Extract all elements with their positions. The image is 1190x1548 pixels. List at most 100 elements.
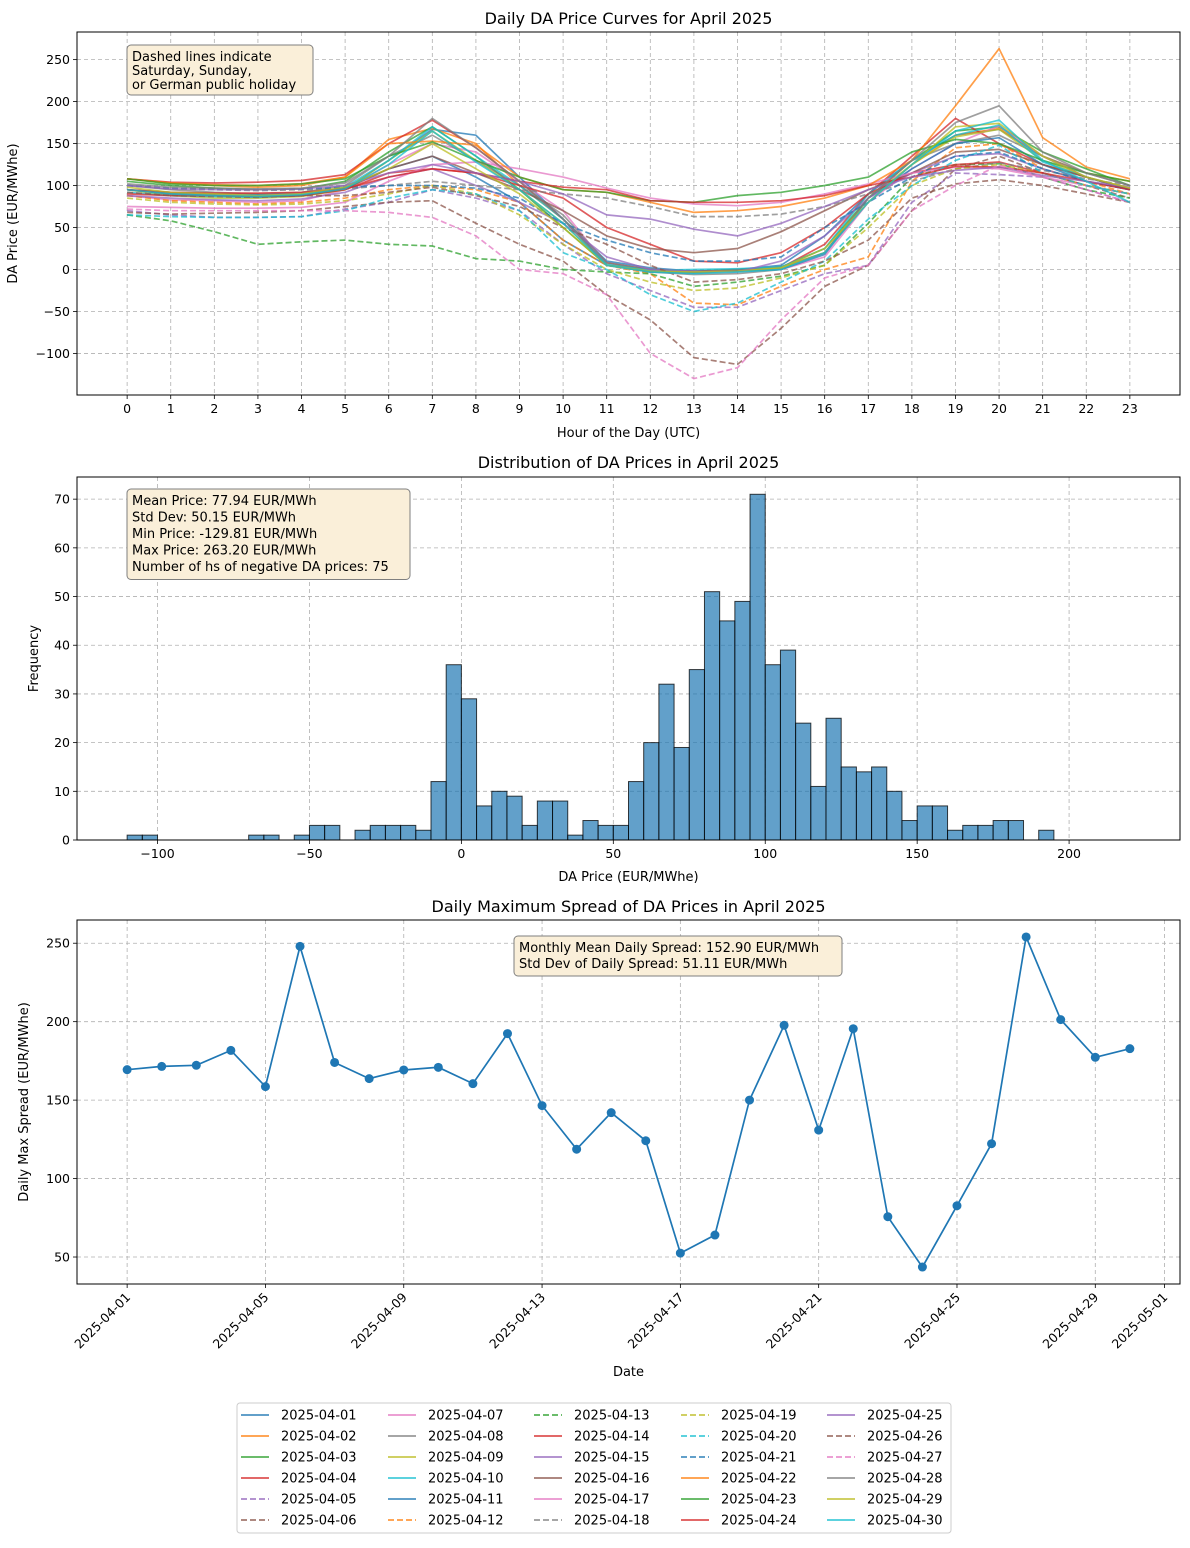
x-tick-label: 16 <box>817 401 833 416</box>
legend-entry: 2025-04-09 <box>428 1451 504 1466</box>
x-tick-label: −50 <box>296 846 322 861</box>
x-tick-label: 150 <box>905 846 929 861</box>
histogram-bar <box>324 824 341 841</box>
axes-frame <box>76 476 1181 841</box>
y-tick-label: −50 <box>44 304 70 319</box>
y-axis-label: DA Price (EUR/MWhe) <box>6 143 21 283</box>
spread-line <box>127 933 1131 1269</box>
annotation-text: Monthly Mean Daily Spread: 152.90 EUR/MW… <box>519 941 819 956</box>
x-tick-label: 8 <box>472 401 480 416</box>
histogram-bar <box>491 790 508 841</box>
x-tick-label: 50 <box>605 846 621 861</box>
legend-entry: 2025-04-14 <box>574 1430 650 1445</box>
annotation-text: Mean Price: 77.94 EUR/MWh <box>132 494 317 509</box>
x-tick-label: 2025-04-09 <box>348 1289 410 1351</box>
histogram-bar <box>141 834 159 841</box>
x-tick-label: 7 <box>428 401 436 416</box>
y-tick-label: 40 <box>54 638 70 653</box>
annotation-text: Std Dev: 50.15 EUR/MWh <box>132 511 296 526</box>
x-tick-label: 19 <box>948 401 964 416</box>
legend-entry: 2025-04-15 <box>574 1451 650 1466</box>
spread-point-2025-04-02 <box>157 1061 167 1071</box>
series-line-2025-04-07 <box>127 125 1131 273</box>
y-tick-label: 250 <box>46 52 70 67</box>
legend-entry: 2025-04-08 <box>428 1430 504 1445</box>
y-tick-label: 250 <box>46 936 70 951</box>
histogram-bar <box>734 600 751 841</box>
histogram-bar <box>795 722 812 841</box>
histogram-bar <box>126 834 143 841</box>
axes-frame <box>76 919 1181 1285</box>
x-tick-label: 11 <box>599 401 615 416</box>
price-histogram-chart: 0 10 20 30 40 50 60 70 −100 −50 0 50 100 150 200 Mean P… <box>27 453 1181 885</box>
x-tick-label: 2025-04-01 <box>71 1290 133 1352</box>
histogram-bar <box>1038 829 1055 841</box>
histogram-bar <box>992 820 1009 841</box>
x-tick-label: 9 <box>516 401 524 416</box>
histogram-bar <box>597 824 614 841</box>
histogram-bar <box>871 766 888 841</box>
spread-point-2025-04-13 <box>537 1101 547 1111</box>
spread-point-2025-04-01 <box>122 1065 132 1075</box>
histogram-bar <box>703 591 721 841</box>
histogram-bar <box>810 785 827 841</box>
spread-point-2025-04-03 <box>191 1060 201 1070</box>
spread-point-2025-04-21 <box>814 1125 824 1135</box>
histogram-bar <box>567 834 584 841</box>
legend-entry: 2025-04-19 <box>721 1409 797 1424</box>
histogram-bar <box>263 834 280 841</box>
x-tick-label: 18 <box>904 401 920 416</box>
legend-entry: 2025-04-07 <box>428 1409 504 1424</box>
histogram-bar <box>1007 820 1025 841</box>
legend-entry: 2025-04-26 <box>867 1430 943 1445</box>
spread-point-2025-04-23 <box>883 1212 893 1222</box>
spread-point-2025-04-30 <box>1125 1044 1135 1054</box>
legend-entry: 2025-04-30 <box>867 1514 943 1529</box>
spread-point-2025-04-04 <box>226 1045 236 1055</box>
y-tick-label: 50 <box>54 1250 70 1265</box>
y-tick-label: 200 <box>46 94 70 109</box>
annotation-box <box>126 488 411 580</box>
spread-point-2025-04-28 <box>1056 1015 1066 1025</box>
histogram-bar <box>916 805 933 841</box>
legend-entry: 2025-04-18 <box>574 1514 650 1529</box>
histogram-bar <box>825 717 842 841</box>
x-tick-label: 21 <box>1035 401 1051 416</box>
legend-entry: 2025-04-11 <box>428 1493 504 1508</box>
x-axis-label: Date <box>613 1365 644 1380</box>
y-tick-label: 200 <box>46 1014 70 1029</box>
histogram-bar <box>688 669 705 841</box>
histogram-bar <box>673 746 690 841</box>
histogram-bar <box>658 683 675 841</box>
series-line-2025-04-03 <box>127 125 1131 273</box>
legend-entry: 2025-04-10 <box>428 1472 504 1487</box>
x-tick-label: 17 <box>860 401 876 416</box>
x-tick-label: 4 <box>298 401 306 416</box>
y-tick-label: 100 <box>46 1171 70 1186</box>
histogram-bar <box>612 824 630 841</box>
x-tick-label: 15 <box>773 401 789 416</box>
legend-entry: 2025-04-23 <box>721 1493 797 1508</box>
histogram-bar <box>947 829 964 841</box>
legend-entry: 2025-04-29 <box>867 1493 943 1508</box>
histogram-bar <box>931 805 949 841</box>
legend: 2025-04-01 2025-04-02 2025-04-03 2025-04-04… <box>236 1402 952 1534</box>
spread-point-2025-04-05 <box>260 1082 270 1092</box>
x-tick-label: 6 <box>385 401 393 416</box>
histogram-bar <box>384 824 402 841</box>
x-axis-label: Hour of the Day (UTC) <box>557 426 700 441</box>
x-tick-label: 12 <box>642 401 658 416</box>
histogram-bar <box>962 824 979 841</box>
histogram-bar <box>582 820 599 841</box>
legend-entry: 2025-04-02 <box>281 1430 357 1445</box>
histogram-bar <box>521 824 538 841</box>
series-line-2025-04-08 <box>127 134 1131 273</box>
series-line-2025-04-06 <box>127 155 1131 366</box>
chart-title: Daily DA Price Curves for April 2025 <box>485 9 773 28</box>
x-tick-label: 200 <box>1057 846 1081 861</box>
legend-entry: 2025-04-13 <box>574 1409 650 1424</box>
legend-entry: 2025-04-05 <box>281 1493 357 1508</box>
histogram-bar <box>764 664 781 841</box>
spread-point-2025-04-11 <box>468 1079 478 1089</box>
